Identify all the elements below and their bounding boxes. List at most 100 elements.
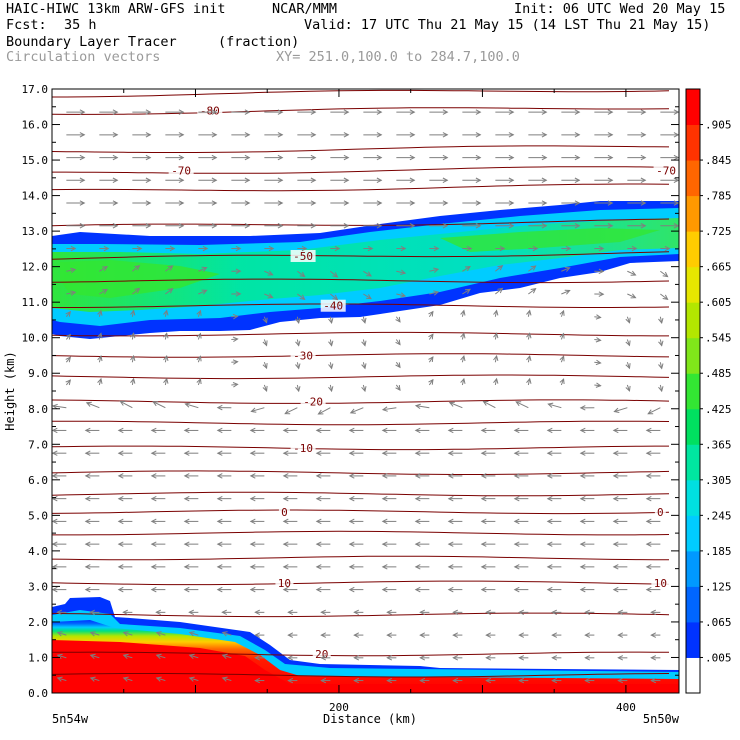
x-tick-label: 400 (616, 701, 636, 714)
vector-head (532, 245, 539, 252)
vector-shaft (330, 293, 338, 300)
x-axis-title: Distance (km) (323, 712, 417, 726)
vector-head (221, 631, 228, 637)
contour-label-bg (651, 576, 670, 589)
y-tick-label: 8.0 (28, 403, 48, 416)
vector-head (343, 177, 350, 184)
vector-head (254, 609, 261, 616)
vector-shaft (363, 270, 372, 277)
vector-head (414, 564, 421, 570)
vector-head (460, 309, 466, 316)
vector-shaft (165, 288, 173, 295)
vector-head (249, 541, 256, 547)
y-tick-label: 13.0 (22, 225, 49, 238)
vector-head (244, 154, 251, 161)
vector-head (150, 473, 157, 479)
vector-head (235, 268, 242, 274)
vector-head (310, 223, 317, 229)
vector-head (167, 288, 174, 294)
vector-head (400, 292, 407, 298)
vector-head (541, 109, 548, 115)
vector-head (244, 223, 251, 229)
vector-head (526, 355, 532, 362)
vector-head (282, 427, 289, 434)
vector-head (216, 518, 223, 525)
vector-head (480, 518, 487, 525)
vector-head (353, 632, 360, 638)
vector-head (645, 473, 652, 479)
vector-head (267, 293, 274, 299)
vector-head (117, 495, 124, 502)
vector-head (250, 407, 257, 413)
vector-head (112, 154, 119, 161)
colorbar-swatch (686, 266, 700, 303)
vector-head (163, 377, 169, 384)
colorbar-label: .545 (705, 332, 732, 345)
vector-head (460, 355, 466, 362)
colorbar-swatch (686, 444, 700, 481)
x-tick-label: 200 (329, 701, 349, 714)
vector-head (541, 154, 548, 161)
vector-shaft (561, 290, 570, 295)
vector-shaft (350, 407, 364, 414)
vector-head (249, 450, 256, 456)
vector-head (244, 109, 251, 115)
y-tick-label: 11.0 (22, 296, 49, 309)
contour-line (52, 89, 670, 98)
vector-head (343, 223, 350, 229)
vector-head (630, 293, 637, 299)
y-axis: 0.0 1.0 2.0 3.0 4.0 5.0 6.0 7.0 8.0 9.0 10.0 11.0 12… (22, 83, 679, 700)
vector-head (414, 450, 421, 456)
vector-head (320, 632, 327, 638)
vector-head (452, 655, 459, 661)
vector-head (232, 382, 239, 388)
vector-head (130, 377, 136, 384)
vector-head (565, 245, 572, 252)
y-tick-label: 9.0 (28, 367, 48, 380)
contour-label-bg (290, 441, 316, 454)
vector-head (400, 245, 407, 252)
vector-head (79, 154, 86, 161)
contour-line (52, 166, 670, 174)
vector-head (551, 632, 558, 638)
contour-line (52, 445, 669, 451)
colorbar-swatch (686, 515, 700, 552)
vector-head (65, 379, 71, 386)
vector-head (546, 518, 553, 525)
vector-shaft (189, 632, 199, 636)
vector-head (97, 309, 103, 316)
vector-head (348, 541, 355, 547)
vector-head (178, 154, 185, 161)
vector-head (579, 405, 586, 411)
vector-head (513, 473, 520, 479)
vector-head (526, 309, 532, 316)
vector-head (598, 268, 605, 275)
vector-head (84, 541, 91, 547)
vector-head (433, 290, 440, 296)
vector-head (97, 332, 103, 339)
vector-head (112, 200, 119, 206)
vector-head (348, 518, 355, 525)
vector-head (216, 450, 223, 456)
vector-head (381, 518, 388, 525)
vector-head (386, 677, 393, 684)
vector-head (650, 632, 657, 638)
vector-head (546, 586, 553, 593)
vector-head (645, 427, 652, 434)
vector-shaft (528, 265, 536, 272)
vector-head (145, 200, 152, 206)
vector-head (295, 317, 301, 324)
vector-head (579, 450, 586, 456)
vector-head (183, 518, 190, 525)
vector-head (89, 676, 96, 682)
vector-head (673, 132, 679, 138)
vector-head (315, 450, 322, 456)
y-tick-label: 0.0 (28, 687, 48, 700)
vector-head (662, 271, 669, 278)
vector-head (328, 386, 334, 393)
vector-head (452, 609, 459, 616)
vector-head (315, 541, 322, 547)
vector-head (475, 200, 482, 206)
vector-head (348, 450, 355, 456)
vector-head (343, 109, 350, 115)
